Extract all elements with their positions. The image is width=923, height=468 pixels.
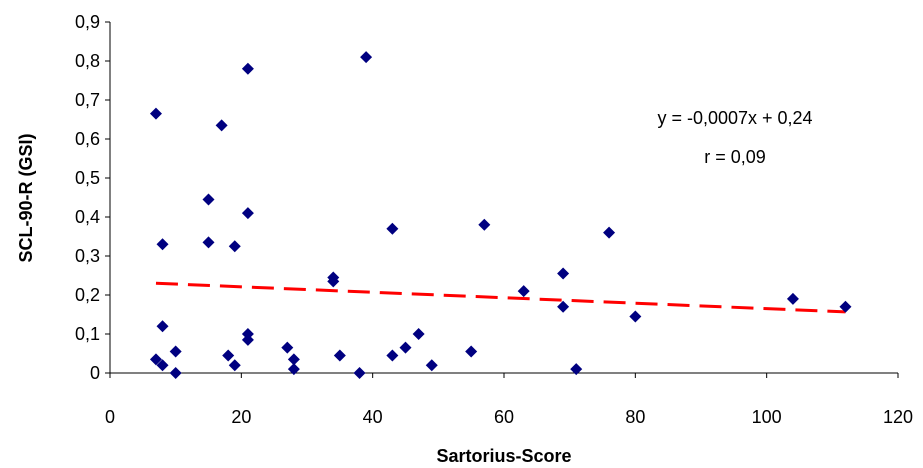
data-point — [603, 226, 616, 239]
data-point — [786, 292, 799, 305]
y-tick-label: 0,2 — [75, 285, 100, 305]
x-tick-label: 60 — [494, 407, 514, 427]
correlation-coefficient: r = 0,09 — [704, 147, 766, 167]
data-point — [228, 359, 241, 372]
y-tick-label: 0,7 — [75, 90, 100, 110]
x-axis-title: Sartorius-Score — [436, 446, 571, 466]
data-point — [465, 345, 478, 358]
data-point — [327, 275, 340, 288]
y-axis-title: SCL-90-R (GSI) — [16, 133, 36, 262]
data-point — [557, 300, 570, 313]
data-point — [202, 193, 215, 206]
data-point — [149, 353, 162, 366]
data-point — [228, 240, 241, 253]
data-point — [156, 359, 169, 372]
plot-area: 0 0,1 0,2 0,3 0,4 0,5 0,6 0,7 0,8 0,9 0 20 40 60 80 10… — [75, 12, 913, 427]
y-ticks: 0 0,1 0,2 0,3 0,4 0,5 0,6 0,7 0,8 0,9 — [75, 12, 110, 383]
data-point — [557, 267, 570, 280]
x-tick-label: 80 — [625, 407, 645, 427]
y-tick-label: 0,5 — [75, 168, 100, 188]
data-point — [570, 363, 583, 376]
x-tick-label: 100 — [752, 407, 782, 427]
data-point — [149, 107, 162, 120]
data-point — [241, 207, 254, 220]
data-point — [386, 222, 399, 235]
x-ticks: 0 20 40 60 80 100 120 — [105, 373, 913, 427]
data-point — [333, 349, 346, 362]
data-point — [839, 300, 852, 313]
trendline — [155, 281, 846, 314]
y-tick-label: 0,3 — [75, 246, 100, 266]
data-point — [287, 353, 300, 366]
data-point — [281, 341, 294, 354]
y-tick-label: 0,6 — [75, 129, 100, 149]
data-point — [241, 62, 254, 75]
regression-equation: y = -0,0007x + 0,24 — [657, 108, 812, 128]
y-tick-label: 0 — [90, 363, 100, 383]
data-point — [517, 285, 530, 298]
data-point — [222, 349, 235, 362]
data-point — [360, 51, 373, 64]
x-tick-label: 120 — [883, 407, 913, 427]
y-tick-label: 0,4 — [75, 207, 100, 227]
data-point — [425, 359, 438, 372]
data-points — [149, 51, 852, 379]
x-tick-label: 0 — [105, 407, 115, 427]
x-tick-label: 20 — [231, 407, 251, 427]
y-tick-label: 0,9 — [75, 12, 100, 32]
data-point — [412, 328, 425, 340]
data-point — [169, 345, 182, 358]
data-point — [386, 349, 399, 362]
data-point — [169, 367, 182, 379]
data-point — [215, 119, 228, 132]
data-point — [287, 363, 300, 376]
data-point — [353, 367, 366, 379]
data-point — [629, 310, 642, 323]
data-point — [156, 320, 169, 333]
data-point — [241, 333, 254, 346]
y-tick-label: 0,1 — [75, 324, 100, 344]
x-tick-label: 40 — [363, 407, 383, 427]
y-tick-label: 0,8 — [75, 51, 100, 71]
data-point — [478, 218, 491, 231]
data-point — [202, 236, 215, 249]
data-point — [156, 238, 169, 251]
data-point — [399, 341, 412, 354]
